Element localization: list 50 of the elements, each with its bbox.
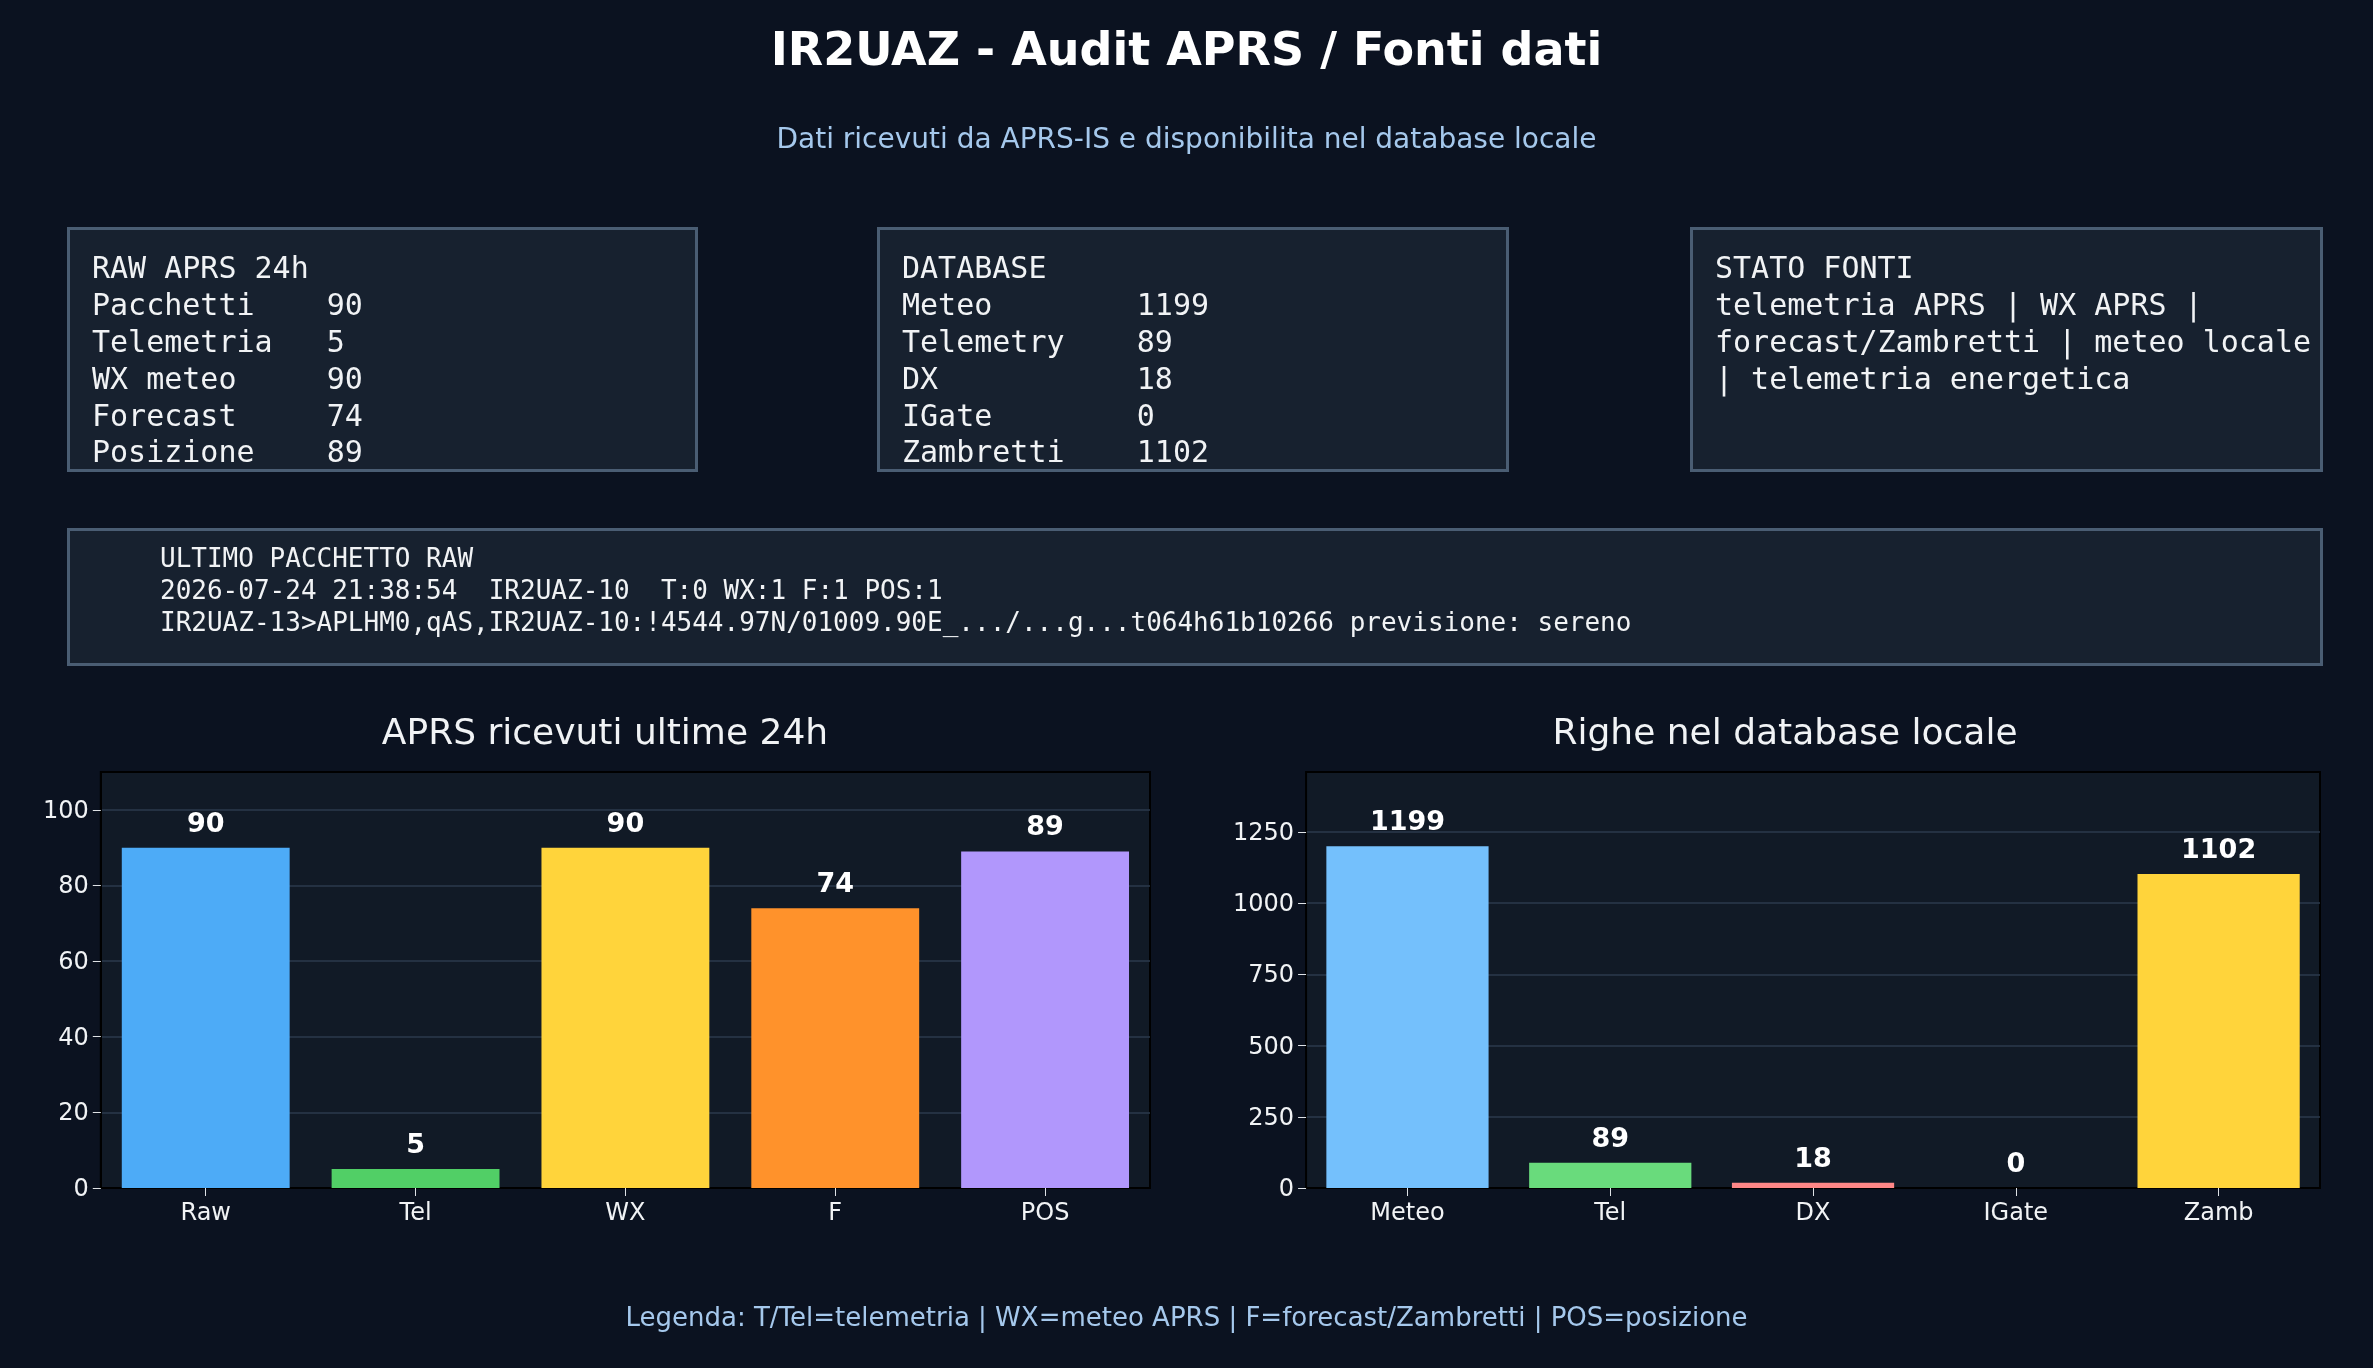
y-tick-label: 1250 [1233,817,1295,846]
data-label: 90 [186,806,225,838]
y-tick-label: 500 [1248,1031,1295,1060]
data-label: 74 [816,867,855,899]
x-tick-label: Tel [1593,1198,1627,1226]
text: Dati ricevuti da APRS-IS e disponibilita nel database locale [775,122,1598,155]
y-tick-label: 40 [58,1022,89,1051]
x-tick-label: Meteo [1370,1198,1445,1226]
text: DATABASE Meteo 1199 Telemetry 89 DX 18 IGate 0 Zambretti 1102 [877,227,1509,472]
bar [751,908,920,1188]
y-tick-label: 100 [43,795,89,824]
data-label: 1102 [2181,833,2257,865]
chart-title: Righe nel database locale [1552,710,2018,752]
x-tick-label: Tel [398,1198,432,1226]
data-label: 1199 [1369,805,1446,837]
x-tick-label: Raw [180,1198,231,1226]
data-label: 5 [406,1128,425,1160]
bar [121,847,290,1188]
y-tick-label: 750 [1248,960,1295,989]
y-tick-label: 80 [58,871,89,900]
data-label: 18 [1794,1141,1832,1173]
bar [961,851,1130,1188]
y-tick-label: 0 [1278,1174,1295,1202]
text: RAW APRS 24h Pacchetti 90 Telemetria 5 WX meteo 90 Forecast 74 Posizione 89 [67,227,698,472]
data-label: 0 [2006,1147,2026,1178]
text: ULTIMO PACCHETTO RAW 2026-07-24 21:38:54 IR2UAZ-10 T:0 WX:1 F:1 POS:1 IR2UAZ-13>APLHM0,qAS,IR2UAZ-10:!4544.97N/01009.90E_.../...g...t064h61b10266 previsione: sereno [67,528,2323,666]
text: Legenda: T/Tel=telemetria | WX=meteo APRS | F=forecast/Zambretti | POS=posizione [624,1302,1749,1332]
chart-title: APRS ricevuti ultime 24h [381,710,829,752]
x-tick-label: IGate [1983,1198,2049,1226]
bar [1326,846,1489,1188]
y-tick-label: 0 [73,1174,89,1202]
data-label: 90 [606,806,645,838]
y-tick-label: 20 [58,1098,89,1127]
data-label: 89 [1591,1121,1630,1153]
bar [2137,874,2300,1188]
y-tick-label: 60 [58,947,89,976]
text: IR2UAZ - Audit APRS / Fonti dati [769,22,1604,76]
x-tick-label: WX [605,1198,646,1226]
y-tick-label: 250 [1248,1102,1295,1131]
x-tick-label: POS [1020,1198,1070,1226]
bar [541,847,710,1188]
y-tick-label: 1000 [1233,889,1295,918]
bar [1731,1182,1895,1188]
x-tick-label: DX [1795,1198,1831,1226]
x-tick-label: F [828,1198,843,1226]
data-label: 89 [1026,810,1064,842]
bar [1529,1162,1692,1188]
x-tick-label: Zamb [2183,1198,2254,1226]
text: STATO FONTI telemetria APRS | WX APRS | forecast/Zambretti | meteo locale | telemetria energetica [1690,227,2323,472]
bar [331,1169,500,1188]
